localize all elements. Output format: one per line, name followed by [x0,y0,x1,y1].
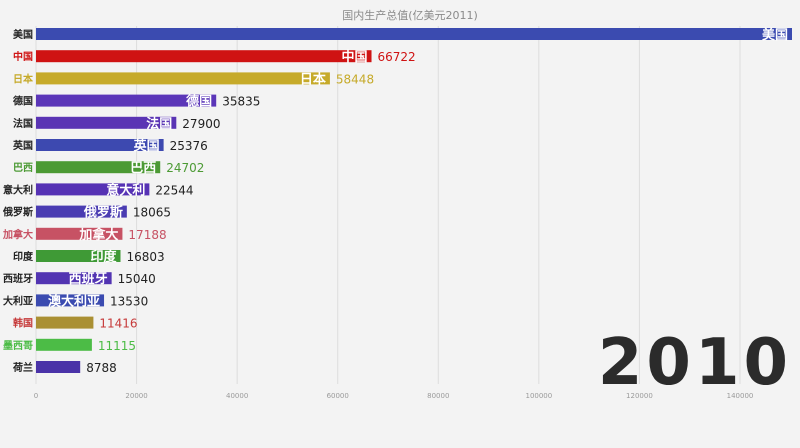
x-tick-label: 120000 [626,392,653,400]
bar-inner-label: 俄罗斯 [83,205,123,221]
category-label: 美国 [13,28,33,41]
bar-inner-label: 法国 [146,116,172,132]
value-label: 27900 [182,117,220,131]
x-tick-label: 100000 [525,392,552,400]
chart-title: 国内生产总值(亿美元2011) [342,8,478,22]
bar [36,94,217,107]
value-label: 8788 [86,361,117,375]
value-label: 13530 [110,294,148,308]
bar-inner-label: 中国 [342,49,368,65]
x-tick-label: 80000 [427,392,449,400]
bar-inner-label: 美国 [762,27,788,43]
bar-inner-label: 澳大利亚 [48,293,100,309]
bar-inner-label: 巴西 [130,161,156,176]
year-label: 2010 [598,326,792,400]
category-label: 俄罗斯 [2,206,33,219]
category-label: 德国 [12,95,33,108]
bar-inner-label: 印度 [90,249,117,265]
bar [36,72,330,85]
category-label: 法国 [13,117,33,130]
bar [36,50,372,63]
x-tick-label: 20000 [125,392,147,400]
bar-inner-label: 意大利 [106,182,145,198]
x-axis-ticks: 0 20000 40000 60000 80000 100000 120000 140000 [34,392,754,400]
value-label: 24702 [166,161,204,175]
bar [36,28,792,40]
value-label: 11115 [98,339,136,353]
bar [36,294,105,307]
value-label: 22544 [155,183,193,197]
category-label: 巴西 [13,162,33,174]
category-label: 印度 [13,250,34,263]
x-tick-label: 0 [34,392,38,400]
value-label: 66722 [378,50,416,64]
value-label: 35835 [222,95,260,109]
bar [36,205,127,218]
x-tick-label: 40000 [226,392,248,400]
value-label: 18065 [133,206,171,220]
value-label: 15040 [118,272,156,286]
bar [36,116,177,129]
bar [36,161,161,174]
grid-layer [35,26,741,384]
value-label: 25376 [170,139,208,153]
bar [36,183,150,196]
bar-inner-label: 加拿大 [78,227,118,243]
value-label: 58448 [336,72,374,86]
bar-inner-label: 英国 [133,138,160,154]
value-label: 11416 [99,317,137,331]
bar [36,250,121,262]
category-label: 韩国 [13,317,33,330]
category-label: 加拿大 [2,228,33,241]
category-label: 大利亚 [3,294,33,307]
bar-inner-label: 德国 [186,94,212,110]
category-label: 意大利 [3,183,33,196]
bar [36,272,112,285]
bar [36,227,123,240]
category-label: 西班牙 [3,272,33,285]
value-label: 16803 [126,250,164,264]
value-label: 17188 [128,228,166,242]
category-label: 中国 [13,50,33,63]
bar [36,316,94,329]
category-label: 日本 [13,72,34,85]
x-tick-label: 60000 [327,392,349,400]
bar [36,338,92,351]
bar-inner-label: 日本 [300,71,326,87]
category-label: 荷兰 [12,361,33,374]
bar-inner-label: 西班牙 [69,271,108,287]
bar [36,139,164,151]
bar [36,361,81,373]
x-tick-label: 140000 [727,392,754,400]
category-label: 英国 [12,139,33,152]
category-label: 墨西哥 [3,340,33,352]
